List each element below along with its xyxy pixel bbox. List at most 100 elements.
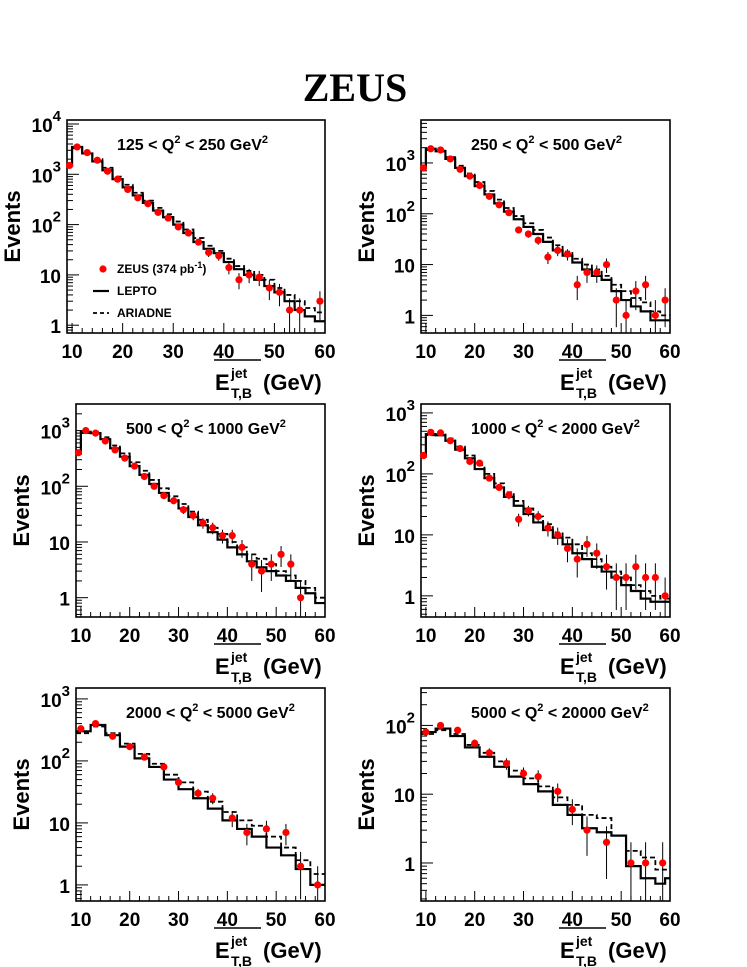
y-tick-mantissa: 10 bbox=[32, 166, 53, 187]
data-point bbox=[262, 825, 271, 833]
data-point bbox=[471, 739, 479, 747]
y-tick-mantissa: 1 bbox=[59, 877, 70, 898]
q2-label-part: < 2000 GeV bbox=[543, 421, 634, 438]
y-tick-label: 103 bbox=[41, 415, 70, 444]
data-point bbox=[77, 725, 85, 733]
data-point bbox=[446, 155, 454, 163]
data-point bbox=[573, 281, 581, 289]
y-tick-mantissa: 1 bbox=[59, 590, 70, 611]
x-tick-label: 30 bbox=[168, 910, 189, 931]
data-point bbox=[659, 859, 667, 867]
data-point bbox=[505, 491, 513, 499]
ariadne-histogram bbox=[421, 432, 670, 600]
q2-label-part: < 250 GeV bbox=[181, 137, 263, 154]
x-axis-label-subscript: T,B bbox=[576, 385, 597, 401]
y-tick-label: 1 bbox=[404, 855, 415, 876]
data-point bbox=[534, 773, 542, 781]
x-tick-label: 60 bbox=[659, 342, 680, 363]
y-tick-mantissa: 10 bbox=[386, 717, 407, 738]
q2-label-part: 2000 < Q bbox=[126, 705, 192, 722]
y-tick-mantissa: 10 bbox=[394, 786, 415, 807]
data-point bbox=[296, 594, 305, 602]
x-axis-label-unit: (GeV) bbox=[263, 938, 322, 963]
x-tick-label: 60 bbox=[314, 342, 335, 363]
x-axis-label: E bbox=[560, 654, 575, 679]
y-tick-mantissa: 10 bbox=[394, 527, 415, 548]
data-point bbox=[419, 164, 428, 172]
lepto-histogram bbox=[421, 727, 670, 885]
x-axis-label-unit: (GeV) bbox=[263, 654, 322, 679]
y-tick-mantissa: 1 bbox=[404, 307, 415, 328]
data-point bbox=[235, 276, 243, 284]
data-point bbox=[91, 719, 100, 728]
x-tick-label: 50 bbox=[266, 910, 287, 931]
data-point bbox=[265, 284, 273, 292]
data-point bbox=[593, 268, 601, 277]
data-point bbox=[436, 429, 445, 437]
data-point bbox=[245, 271, 253, 279]
ariadne-histogram bbox=[76, 725, 325, 875]
x-axis-label: E bbox=[560, 370, 575, 395]
y-tick-mantissa: 10 bbox=[41, 423, 62, 444]
data-point bbox=[103, 167, 112, 175]
y-tick-exponent: 3 bbox=[407, 147, 415, 164]
data-point bbox=[113, 175, 122, 183]
data-point bbox=[651, 573, 659, 582]
data-point bbox=[73, 143, 81, 151]
y-tick-mantissa: 10 bbox=[41, 691, 62, 712]
x-tick-label: 60 bbox=[659, 626, 680, 647]
q2-label-part: 250 < Q bbox=[471, 137, 528, 154]
x-axis-label-superscript: jet bbox=[230, 365, 248, 381]
legend-lepto-label: LEPTO bbox=[117, 284, 157, 298]
legend-data-detail: (374 pb bbox=[149, 262, 194, 276]
x-tick-label: 10 bbox=[61, 342, 82, 363]
ariadne-histogram bbox=[76, 430, 325, 599]
data-point bbox=[238, 543, 246, 551]
y-tick-mantissa: 1 bbox=[50, 317, 61, 338]
data-point bbox=[275, 288, 284, 296]
x-axis-label: E bbox=[215, 370, 230, 395]
x-tick-label: 20 bbox=[112, 342, 133, 363]
x-axis-label: E bbox=[215, 938, 230, 963]
data-point bbox=[554, 531, 562, 539]
data-point bbox=[485, 192, 493, 200]
plot-frame bbox=[420, 403, 671, 618]
data-point bbox=[651, 311, 659, 319]
data-point bbox=[602, 260, 611, 269]
data-point bbox=[466, 172, 474, 180]
data-point bbox=[74, 449, 83, 457]
x-tick-label: 50 bbox=[611, 626, 632, 647]
data-point bbox=[495, 201, 503, 209]
x-tick-label: 20 bbox=[464, 626, 485, 647]
legend-data-marker bbox=[99, 265, 107, 273]
x-tick-label: 30 bbox=[513, 910, 534, 931]
x-tick-label: 50 bbox=[611, 342, 632, 363]
y-tick-label: 103 bbox=[386, 147, 415, 176]
q2-label-part: < 1000 GeV bbox=[190, 421, 281, 438]
data-point bbox=[257, 567, 266, 575]
data-point bbox=[296, 862, 305, 870]
plot-frame bbox=[420, 119, 671, 334]
y-tick-label: 10 bbox=[49, 815, 70, 836]
x-tick-label: 30 bbox=[163, 342, 184, 363]
q2-label-exponent: 2 bbox=[537, 418, 543, 430]
q2-label-exponent: 2 bbox=[174, 134, 180, 146]
data-point bbox=[170, 497, 178, 505]
data-point bbox=[205, 248, 213, 257]
y-tick-label: 10 bbox=[49, 534, 70, 555]
data-point bbox=[583, 268, 591, 277]
data-point bbox=[179, 506, 188, 514]
data-point bbox=[228, 532, 236, 540]
y-tick-exponent: 2 bbox=[53, 209, 61, 226]
y-tick-label: 102 bbox=[386, 709, 415, 738]
y-tick-mantissa: 10 bbox=[41, 753, 62, 774]
data-point bbox=[456, 444, 464, 453]
x-tick-label: 10 bbox=[415, 910, 436, 931]
q2-range-label: 2000 < Q2 < 5000 GeV2 bbox=[126, 702, 295, 722]
y-tick-mantissa: 10 bbox=[386, 466, 407, 487]
data-point bbox=[515, 226, 523, 234]
q2-label-exponent: 2 bbox=[528, 134, 534, 146]
data-point bbox=[554, 246, 562, 255]
